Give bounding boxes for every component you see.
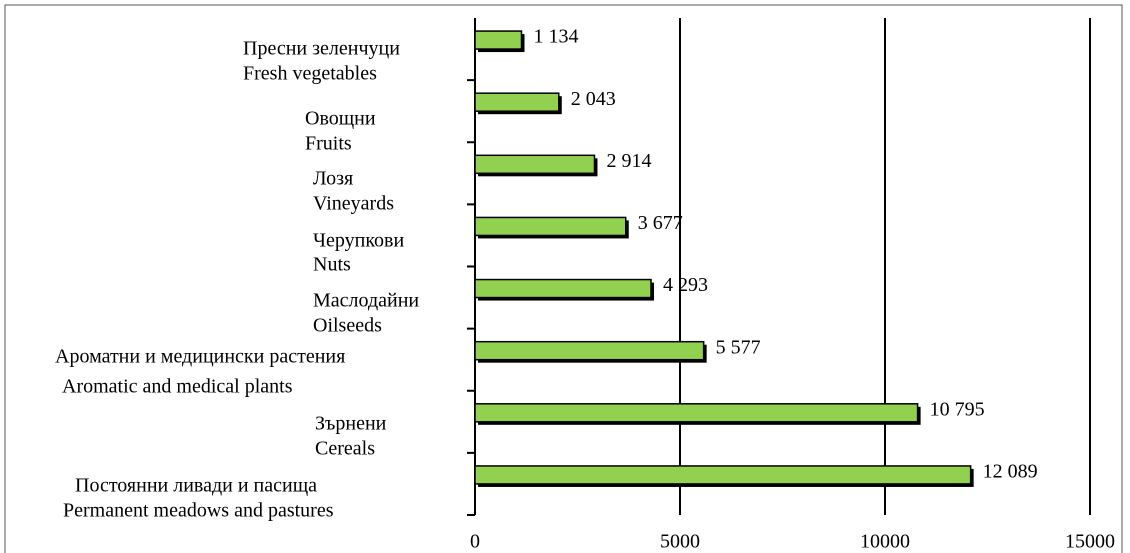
y-tick-label: Черупкови — [313, 230, 404, 252]
value-label: 10 795 — [930, 398, 985, 420]
y-tick-label: Ароматни и медицински растения — [55, 346, 345, 368]
value-label: 5 577 — [716, 336, 761, 358]
y-tick-label: Маслодайни — [313, 290, 419, 312]
y-tick-label: Vineyards — [313, 193, 394, 215]
chart-frame — [4, 4, 1123, 553]
bar — [474, 30, 523, 50]
y-tick-label: Fruits — [305, 133, 352, 155]
bar — [474, 340, 705, 361]
value-label: 4 293 — [663, 274, 708, 296]
y-tick-label: Fresh vegetables — [243, 63, 377, 85]
value-label: 2 043 — [571, 88, 616, 110]
bar — [474, 465, 972, 485]
value-label: 3 677 — [638, 212, 683, 234]
y-tick-label: Зърнени — [315, 413, 387, 435]
x-tick-label: 15000 — [1065, 531, 1115, 553]
y-tick-label: Aromatic and medical plants — [62, 376, 293, 398]
y-tick-label: Cereals — [315, 438, 375, 460]
y-tick-label: Пресни зеленчуци — [243, 38, 400, 60]
x-tick-label: 10000 — [860, 531, 910, 553]
y-tick-label: Oilseeds — [313, 315, 382, 337]
value-label: 12 089 — [983, 461, 1038, 483]
y-tick-label: Permanent meadows and pastures — [63, 500, 334, 522]
x-tick-label: 0 — [470, 531, 480, 553]
bar — [474, 278, 652, 299]
x-tick-label: 5000 — [660, 531, 700, 553]
bar — [474, 92, 560, 112]
value-label: 1 134 — [533, 26, 578, 48]
y-tick-label: Nuts — [313, 254, 351, 276]
y-tick-label: Овощни — [305, 108, 376, 130]
y-tick-label: Постоянни ливади и пасища — [75, 475, 317, 497]
value-label: 2 914 — [606, 150, 651, 172]
y-tick-label: Лозя — [313, 168, 353, 190]
bar — [474, 154, 596, 175]
bar — [474, 403, 919, 423]
bar — [474, 216, 627, 237]
